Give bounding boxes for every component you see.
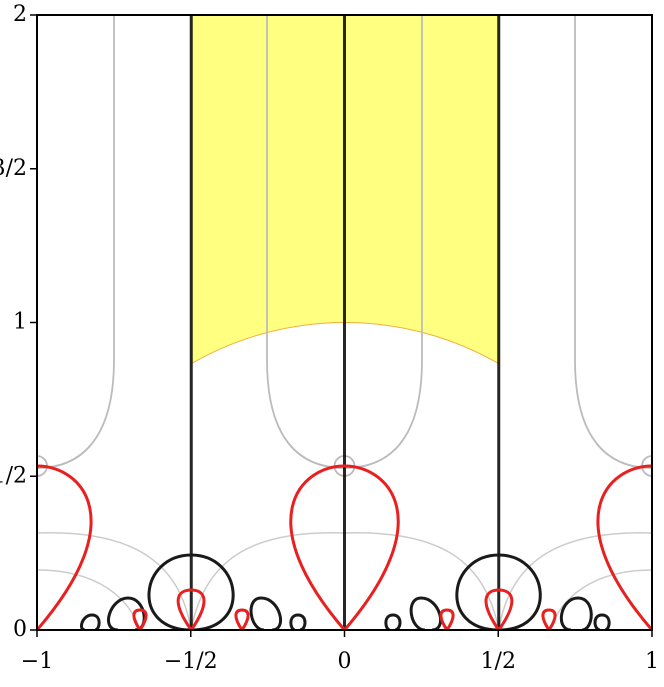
vertical-lines (189, 15, 501, 630)
red-loops (37, 464, 652, 630)
x-tick-label: −1 (21, 649, 53, 674)
y-tick-label: 3/2 (0, 156, 27, 181)
black-loops (80, 553, 611, 630)
y-tick-label: 1/2 (0, 463, 27, 488)
gray-curves (37, 15, 652, 477)
y-tick-label: 0 (13, 617, 27, 642)
x-tick-label: −1/2 (164, 649, 218, 674)
y-tick-label: 2 (13, 2, 27, 27)
y-tick-label: 1 (13, 310, 27, 335)
x-tick-label: 1/2 (481, 649, 516, 674)
plot-area (37, 15, 652, 630)
x-tick-label: 0 (338, 649, 352, 674)
x-tick-label: 1 (645, 649, 659, 674)
